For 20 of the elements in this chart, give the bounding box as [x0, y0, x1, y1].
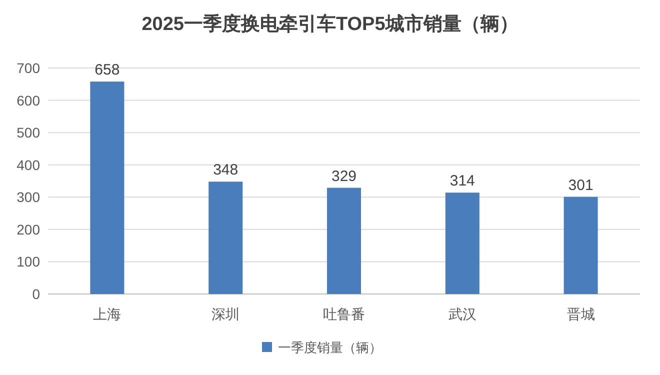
- ytick: 700: [16, 60, 40, 76]
- ytick: 200: [16, 221, 40, 238]
- title: 2025一季度换电牵引车TOP5城市销量（辆）: [142, 14, 518, 35]
- data-label: 301: [568, 176, 594, 194]
- xtick: 吐鲁番: [323, 306, 365, 322]
- data-label: 314: [450, 172, 475, 190]
- ytick: 400: [16, 156, 40, 173]
- ytick: 0: [32, 286, 40, 302]
- ytick: 600: [16, 92, 40, 108]
- ytick: 100: [16, 254, 40, 270]
- xtick: 上海: [93, 306, 122, 322]
- data-label: 658: [94, 62, 120, 79]
- xtick: 深圳: [212, 306, 240, 322]
- xtick: 武汉: [448, 306, 476, 322]
- ytick: 500: [16, 124, 40, 141]
- xtick: 晋城: [566, 306, 595, 322]
- data-label: 348: [213, 162, 238, 179]
- data-label: 329: [331, 168, 357, 185]
- ytick: 300: [16, 189, 40, 206]
- legend-label: 一季度销量（辆）: [278, 340, 382, 355]
